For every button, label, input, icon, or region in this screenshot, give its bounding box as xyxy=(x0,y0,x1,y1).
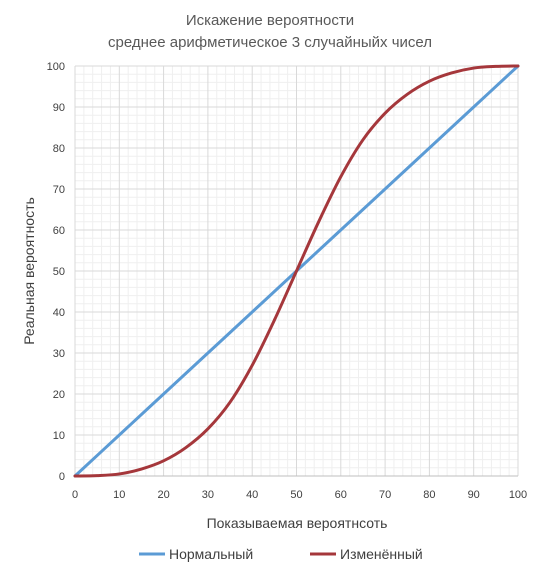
legend: Нормальный Изменённый xyxy=(139,546,423,562)
x-tick-label: 40 xyxy=(246,489,258,501)
series-lines xyxy=(73,64,520,478)
grid xyxy=(74,65,519,477)
legend-label-2: Изменённый xyxy=(340,546,423,562)
x-tick-label: 30 xyxy=(202,489,214,501)
y-tick-label: 50 xyxy=(53,266,65,278)
x-tick-label: 80 xyxy=(423,489,435,501)
series-line-2 xyxy=(73,64,520,478)
y-tick-label: 30 xyxy=(53,348,65,360)
y-tick-label: 20 xyxy=(53,389,65,401)
y-tick-label: 10 xyxy=(53,430,65,442)
x-tick-label: 60 xyxy=(335,489,347,501)
x-tick-label: 0 xyxy=(72,489,78,501)
y-tick-label: 0 xyxy=(59,471,65,483)
legend-label-1: Нормальный xyxy=(169,546,253,562)
chart-title-line-2: среднее арифметическое 3 случайныйх чисе… xyxy=(108,34,432,51)
chart-title-line-1: Искажение вероятности xyxy=(186,12,354,29)
x-tick-label: 100 xyxy=(509,489,527,501)
tick-labels: 0 10 20 30 40 50 60 70 80 90 100 0 10 20 30 40 50 60 70 80 9… xyxy=(47,61,528,501)
y-tick-label: 100 xyxy=(47,61,65,73)
y-axis-label: Реальная вероятность xyxy=(21,197,37,345)
y-tick-label: 60 xyxy=(53,225,65,237)
y-tick-label: 40 xyxy=(53,307,65,319)
x-axis-label: Показываемая вероятнсоть xyxy=(207,515,388,531)
y-tick-label: 90 xyxy=(53,102,65,114)
x-tick-label: 90 xyxy=(468,489,480,501)
x-tick-label: 10 xyxy=(113,489,125,501)
x-tick-label: 20 xyxy=(157,489,169,501)
y-tick-label: 80 xyxy=(53,143,65,155)
y-tick-label: 70 xyxy=(53,184,65,196)
x-tick-label: 70 xyxy=(379,489,391,501)
x-tick-label: 50 xyxy=(290,489,302,501)
